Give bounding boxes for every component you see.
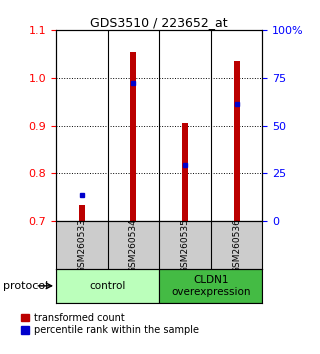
Text: GSM260534: GSM260534 xyxy=(129,218,138,273)
Bar xyxy=(79,205,85,221)
Bar xyxy=(182,123,188,221)
Text: CLDN1
overexpression: CLDN1 overexpression xyxy=(171,275,251,297)
Text: GSM260536: GSM260536 xyxy=(232,218,241,273)
Text: GSM260533: GSM260533 xyxy=(77,218,86,273)
Text: control: control xyxy=(89,281,126,291)
Text: GSM260535: GSM260535 xyxy=(180,218,189,273)
Bar xyxy=(234,61,240,221)
Bar xyxy=(159,269,262,303)
Text: protocol: protocol xyxy=(3,281,48,291)
Bar xyxy=(130,52,137,221)
Legend: transformed count, percentile rank within the sample: transformed count, percentile rank withi… xyxy=(21,313,198,335)
Bar xyxy=(56,269,159,303)
Title: GDS3510 / 223652_at: GDS3510 / 223652_at xyxy=(90,16,228,29)
